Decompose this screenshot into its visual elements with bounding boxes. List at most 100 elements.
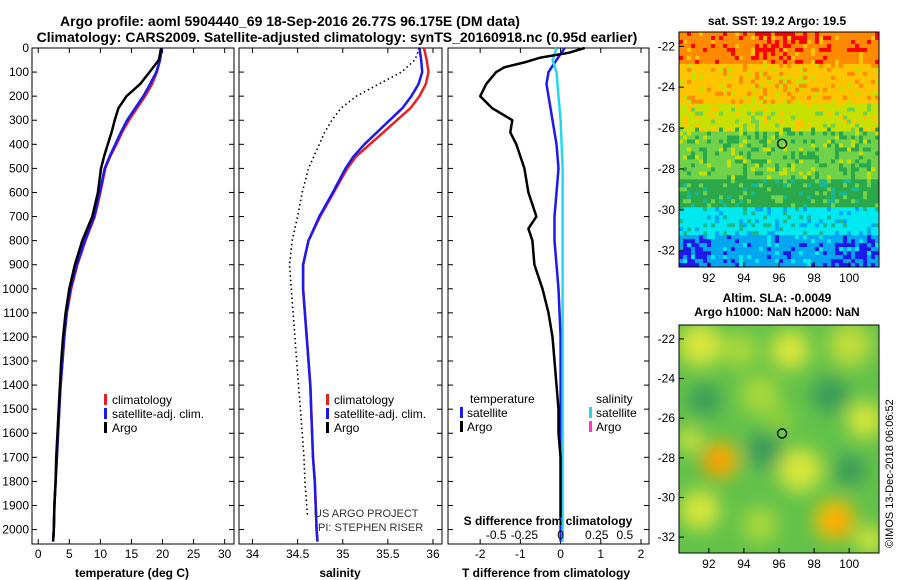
sst-cell bbox=[783, 135, 788, 140]
sst-cell bbox=[811, 143, 816, 148]
sst-cell bbox=[687, 75, 692, 81]
sst-cell bbox=[699, 67, 704, 73]
sst-cell bbox=[835, 203, 840, 208]
sst-cell bbox=[791, 51, 796, 57]
sst-cell bbox=[739, 63, 744, 69]
sst-cell bbox=[711, 71, 716, 77]
sst-cell bbox=[831, 231, 836, 236]
sst-cell bbox=[763, 35, 768, 41]
sst-cell bbox=[775, 235, 780, 240]
sst-cell bbox=[727, 63, 732, 69]
sst-cell bbox=[739, 259, 744, 264]
sst-cell bbox=[867, 67, 872, 73]
sst-cell bbox=[835, 131, 840, 136]
sst-cell bbox=[807, 263, 812, 268]
sst-cell bbox=[839, 203, 844, 208]
sst-cell bbox=[723, 199, 728, 204]
sst-cell bbox=[723, 211, 728, 216]
sst-cell bbox=[759, 59, 764, 65]
sst-cell bbox=[783, 163, 788, 168]
sst-cell bbox=[755, 155, 760, 160]
sst-cell bbox=[791, 167, 796, 172]
sst-cell bbox=[747, 95, 752, 101]
sst-cell bbox=[875, 255, 880, 260]
sst-cell bbox=[859, 195, 864, 200]
sst-cell bbox=[743, 203, 748, 208]
sst-cell bbox=[779, 111, 784, 116]
legend-temp-satellite: satellite bbox=[467, 406, 508, 420]
sst-cell bbox=[815, 95, 820, 101]
sst-cell bbox=[851, 171, 856, 176]
sst-cell bbox=[787, 203, 792, 208]
sst-cell bbox=[687, 187, 692, 192]
sst-cell bbox=[691, 251, 696, 256]
sst-cell bbox=[715, 243, 720, 248]
sst-cell bbox=[827, 111, 832, 116]
map-y-tick-label: -24 bbox=[658, 80, 676, 94]
map-x-tick-label: 94 bbox=[737, 557, 751, 571]
sst-cell bbox=[803, 135, 808, 140]
sst-cell bbox=[715, 167, 720, 172]
sst-cell bbox=[819, 231, 824, 236]
sst-cell bbox=[683, 247, 688, 252]
sst-cell bbox=[679, 259, 684, 264]
sst-cell bbox=[819, 32, 824, 37]
sst-cell bbox=[807, 151, 812, 156]
sst-cell bbox=[851, 99, 856, 104]
sst-cell bbox=[779, 107, 784, 112]
sst-cell bbox=[695, 32, 700, 37]
sst-cell bbox=[767, 35, 772, 41]
sst-cell bbox=[771, 135, 776, 140]
sst-cell bbox=[855, 239, 860, 244]
sst-cell bbox=[851, 127, 856, 132]
sst-cell bbox=[863, 115, 868, 120]
sst-cell bbox=[815, 91, 820, 97]
sst-cell bbox=[727, 219, 732, 224]
sst-cell bbox=[847, 131, 852, 136]
sst-cell bbox=[875, 79, 880, 85]
sst-cell bbox=[783, 247, 788, 252]
sst-cell bbox=[723, 167, 728, 172]
sst-cell bbox=[683, 51, 688, 57]
sst-cell bbox=[827, 259, 832, 264]
sst-cell bbox=[763, 39, 768, 45]
sst-cell bbox=[735, 59, 740, 65]
sst-cell bbox=[815, 207, 820, 212]
sst-cell bbox=[843, 239, 848, 244]
sst-cell bbox=[843, 51, 848, 57]
sst-cell bbox=[727, 179, 732, 184]
sst-cell bbox=[707, 139, 712, 144]
sst-cell bbox=[767, 75, 772, 81]
sst-cell bbox=[779, 223, 784, 228]
sst-cell bbox=[703, 263, 708, 268]
sst-cell bbox=[695, 155, 700, 160]
sst-cell bbox=[795, 43, 800, 49]
sst-cell bbox=[687, 67, 692, 73]
sst-cell bbox=[731, 227, 736, 232]
sst-cell bbox=[815, 39, 820, 45]
sst-cell bbox=[839, 51, 844, 57]
sst-cell bbox=[739, 211, 744, 216]
temperature-axis-label: temperature (deg C) bbox=[75, 566, 189, 580]
sst-cell bbox=[855, 63, 860, 69]
sst-cell bbox=[759, 95, 764, 101]
sst-cell bbox=[811, 199, 816, 204]
sst-cell bbox=[723, 123, 728, 128]
sst-cell bbox=[779, 199, 784, 204]
sst-cell bbox=[747, 191, 752, 196]
sst-cell bbox=[843, 119, 848, 124]
sst-cell bbox=[795, 115, 800, 120]
sst-cell bbox=[727, 151, 732, 156]
sst-cell bbox=[819, 103, 824, 108]
sst-cell bbox=[831, 167, 836, 172]
sst-cell bbox=[703, 235, 708, 240]
legend-climatology: climatology bbox=[334, 393, 394, 407]
sst-cell bbox=[779, 123, 784, 128]
depth-tick-label: 1700 bbox=[2, 450, 29, 464]
sst-cell bbox=[871, 223, 876, 228]
sst-cell bbox=[695, 251, 700, 256]
sst-cell bbox=[731, 63, 736, 69]
sst-cell bbox=[859, 263, 864, 268]
legend-swatch-temp-argo bbox=[460, 421, 463, 432]
sst-cell bbox=[711, 163, 716, 168]
